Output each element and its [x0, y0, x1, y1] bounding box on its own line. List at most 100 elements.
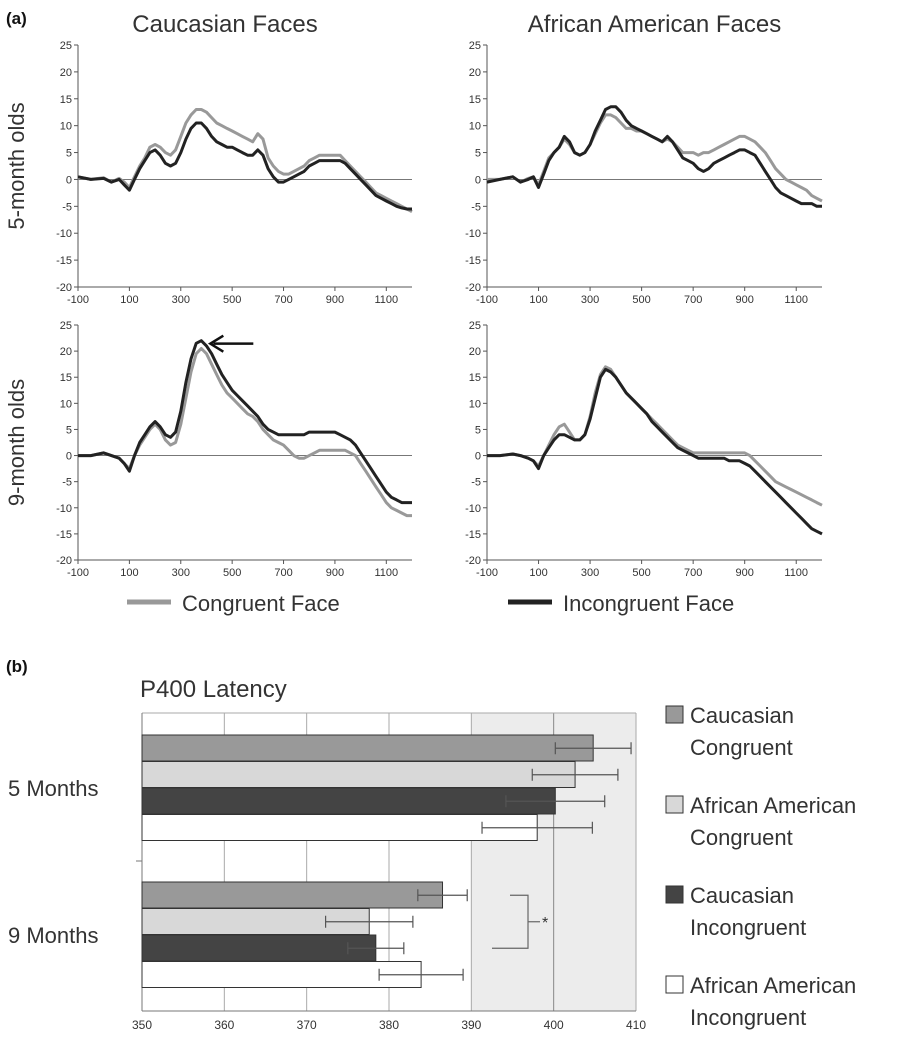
y-tick-label: 0	[475, 174, 481, 186]
y-tick-label: 20	[469, 346, 481, 358]
legend-b-label: African American	[690, 793, 856, 818]
y-tick-label: -20	[465, 282, 481, 294]
y-tick-label: -15	[465, 529, 481, 541]
y-tick-label: -15	[56, 255, 72, 267]
significance-label: *	[542, 915, 548, 932]
legend-b-label: African American	[690, 973, 856, 998]
y-tick-label: -10	[465, 503, 481, 515]
incongruent-line	[486, 105, 822, 208]
y-tick-label: -5	[471, 201, 481, 213]
x-tick-label: 900	[736, 567, 754, 579]
y-tick-label: 5	[475, 148, 481, 160]
x-tick-label: 400	[544, 1018, 564, 1032]
x-tick-label: 900	[326, 567, 344, 579]
x-tick-label: 700	[274, 294, 292, 306]
y-tick-label: 10	[469, 398, 481, 410]
erp-panel-1: 25 20 15 10 5 0 -5 -10 -15 -20-100 100 300 500 700 900…	[465, 11, 823, 306]
category-label: 9 Months	[8, 923, 99, 948]
bar-chart-p400-latency: P400 Latency 350 360 370 380 390 400 410 5 Mont…	[8, 676, 646, 1032]
y-tick-label: 20	[60, 67, 72, 79]
y-tick-label: -15	[56, 529, 72, 541]
x-tick-label: 360	[214, 1018, 234, 1032]
error-bar	[417, 889, 468, 902]
arrow-head	[207, 334, 224, 353]
x-tick-label: 350	[132, 1018, 152, 1032]
x-tick-label: 390	[461, 1018, 481, 1032]
y-tick-label: -5	[62, 201, 72, 213]
x-tick-label: 700	[684, 294, 702, 306]
y-tick-label: -10	[465, 228, 481, 240]
x-tick-label: 700	[274, 567, 292, 579]
bar	[141, 881, 444, 909]
erp-panel-2: 25 20 15 10 5 0 -5 -10 -15 -20-100 100 300 500 700 900…	[4, 320, 412, 579]
bar-chart-title: P400 Latency	[140, 676, 287, 703]
x-tick-label: 900	[736, 294, 754, 306]
y-tick-label: -20	[56, 555, 72, 567]
legend-b-label: Caucasian	[690, 703, 794, 728]
x-tick-label: 300	[172, 294, 190, 306]
incongruent-line	[487, 367, 823, 536]
legend-b-item: African American Congruent	[665, 793, 856, 850]
y-tick-label: 0	[475, 451, 481, 463]
incongruent-line	[77, 121, 412, 211]
x-tick-label: 300	[581, 294, 599, 306]
congruent-line	[78, 347, 412, 518]
y-tick-label: 20	[60, 346, 72, 358]
bar	[141, 761, 576, 788]
y-tick-label: 15	[469, 372, 481, 384]
x-tick-label: 500	[632, 294, 650, 306]
x-tick-label: 1100	[784, 567, 808, 579]
category-label: 5 Months	[8, 776, 99, 801]
y-tick-label: 10	[60, 398, 72, 410]
x-tick-label: 900	[326, 294, 344, 306]
y-tick-label: 10	[60, 121, 72, 133]
error-bar	[481, 821, 593, 834]
congruent-line	[77, 108, 413, 214]
legend-b-swatch	[665, 975, 684, 994]
y-tick-label: 25	[60, 40, 72, 52]
bar	[141, 934, 377, 962]
x-tick-label: 370	[297, 1018, 317, 1032]
legend-a: Congruent Face Incongruent Face	[127, 591, 734, 616]
error-bar	[531, 768, 619, 781]
x-tick-label: -100	[476, 567, 498, 579]
y-tick-label: -5	[62, 477, 72, 489]
legend-congruent-label: Congruent Face	[182, 591, 340, 616]
y-tick-label: 15	[60, 94, 72, 106]
x-tick-label: 500	[223, 567, 241, 579]
x-tick-label: 100	[529, 294, 547, 306]
legend-b-item: African American Incongruent	[665, 973, 856, 1030]
erp-panel-3: 25 20 15 10 5 0 -5 -10 -15 -20-100 100 300 500 700 900…	[465, 320, 823, 579]
x-tick-label: 300	[172, 567, 190, 579]
panel-a-label: (a)	[6, 9, 27, 28]
legend-b-label: Incongruent	[690, 915, 806, 940]
legend-incongruent-label: Incongruent Face	[563, 591, 734, 616]
column-title: African American Faces	[528, 11, 781, 38]
incongruent-line	[78, 339, 412, 505]
y-tick-label: 20	[469, 67, 481, 79]
legend-b-swatch	[665, 885, 684, 904]
legend-b: Caucasian Congruent African American Congru…	[665, 703, 856, 1030]
y-tick-label: 0	[66, 174, 72, 186]
bar	[141, 734, 594, 762]
x-tick-label: -100	[67, 294, 89, 306]
column-title: Caucasian Faces	[132, 11, 317, 38]
legend-b-item: Caucasian Congruent	[665, 703, 794, 760]
y-tick-label: 25	[469, 320, 481, 332]
y-tick-label: -20	[56, 282, 72, 294]
y-tick-label: -10	[56, 503, 72, 515]
y-tick-label: -15	[465, 255, 481, 267]
x-tick-label: 500	[632, 567, 650, 579]
x-tick-label: 700	[684, 567, 702, 579]
legend-b-label: Caucasian	[690, 883, 794, 908]
row-label: 9-month olds	[4, 379, 29, 506]
x-tick-label: 100	[120, 567, 138, 579]
y-tick-label: 5	[66, 424, 72, 436]
y-tick-label: -10	[56, 228, 72, 240]
y-tick-label: 5	[66, 148, 72, 160]
x-tick-label: 410	[626, 1018, 646, 1032]
legend-b-swatch	[665, 705, 684, 724]
x-tick-label: 1100	[374, 294, 398, 306]
